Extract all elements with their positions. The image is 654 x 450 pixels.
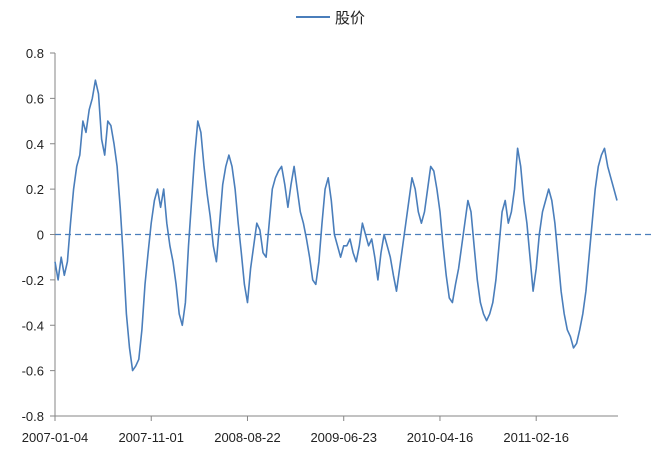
x-tick-label: 2007-01-04 xyxy=(22,430,89,445)
y-tick-label: -0.4 xyxy=(22,318,44,333)
x-tick-label: 2010-04-16 xyxy=(407,430,474,445)
plot-area xyxy=(54,79,652,372)
y-tick-label: -0.2 xyxy=(22,273,44,288)
y-tick-label: 0.6 xyxy=(26,91,44,106)
y-tick-label: -0.8 xyxy=(22,409,44,424)
y-axis: 0.8 0.6 0.4 0.2 0 -0.2 -0.4 -0.6 -0.8 xyxy=(22,46,56,424)
y-tick-label: -0.6 xyxy=(22,364,44,379)
y-tick-label: 0 xyxy=(37,228,44,243)
series-line-gujia xyxy=(54,79,618,372)
x-tick-label: 2008-08-22 xyxy=(214,430,281,445)
x-axis: 2007-01-04 2007-11-01 2008-08-22 2009-06-23… xyxy=(22,415,618,445)
y-tick-label: 0.2 xyxy=(26,182,44,197)
x-tick-label: 2009-06-23 xyxy=(310,430,377,445)
legend: 股价 xyxy=(296,9,365,27)
x-tick-label: 2011-02-16 xyxy=(503,430,569,445)
x-tick-label: 2007-11-01 xyxy=(118,430,184,445)
legend-label: 股价 xyxy=(335,9,365,27)
y-tick-label: 0.4 xyxy=(26,137,44,152)
y-tick-label: 0.8 xyxy=(26,46,44,61)
